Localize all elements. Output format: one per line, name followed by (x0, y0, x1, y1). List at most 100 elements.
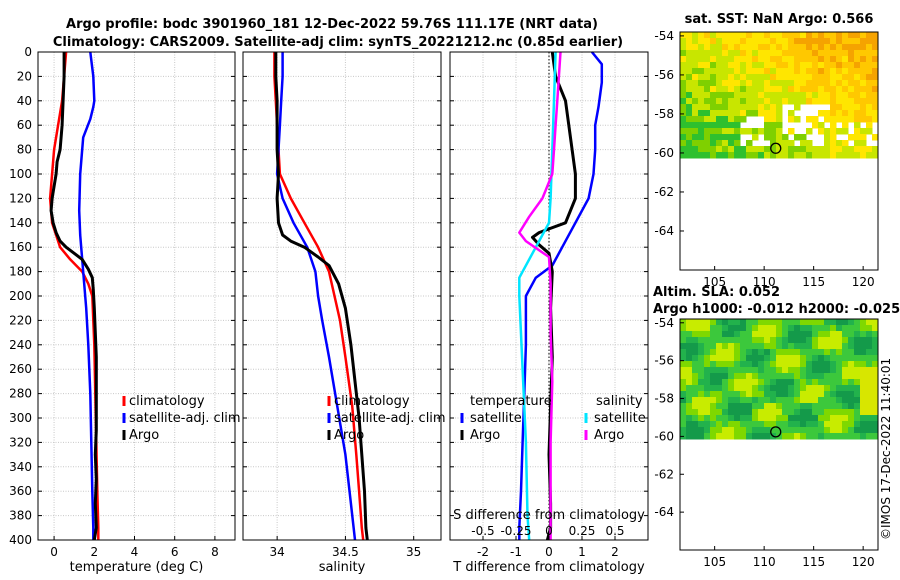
map-cell (746, 391, 753, 398)
map-cell (734, 391, 741, 398)
map-cell (818, 397, 825, 404)
map-cell (806, 146, 813, 153)
legend-title-salinity: salinity (596, 394, 643, 409)
map-cell (692, 116, 699, 123)
map-cell (812, 38, 819, 45)
map-cell (782, 433, 789, 440)
map-cell (818, 433, 825, 440)
map-cell (830, 403, 837, 410)
map-cell (728, 50, 735, 57)
map-cell (842, 433, 849, 440)
map-cell (698, 349, 705, 356)
map-cell (824, 62, 831, 69)
map-cell (680, 110, 687, 117)
map-cell (698, 86, 705, 93)
map-cell (740, 379, 747, 386)
map-cell (722, 349, 729, 356)
map-x-tick-label: 115 (802, 275, 825, 289)
map-cell (752, 349, 759, 356)
map-cell (866, 116, 873, 123)
map-cell (824, 391, 831, 398)
map-cell (692, 415, 699, 422)
map-cell (770, 32, 777, 39)
map-cell (722, 116, 729, 123)
map-cell (830, 44, 837, 51)
map-cell (842, 397, 849, 404)
map-cell (770, 74, 777, 81)
map-cell (734, 349, 741, 356)
map-cell (680, 397, 687, 404)
map-cell (800, 62, 807, 69)
map-cell (722, 433, 729, 440)
map-cell (734, 421, 741, 428)
map-cell (716, 409, 723, 416)
map-cell (782, 50, 789, 57)
map-cell (716, 110, 723, 117)
map-cell (734, 325, 741, 332)
map-cell (854, 110, 861, 117)
map-cell (818, 44, 825, 51)
map-cell (764, 50, 771, 57)
map-cell (692, 50, 699, 57)
map-cell (842, 38, 849, 45)
map-cell (836, 68, 843, 75)
secondary-x-tick-label: 0.25 (569, 524, 596, 538)
map-cell (734, 128, 741, 135)
map-cell (830, 38, 837, 45)
map-cell (686, 122, 693, 129)
map-cell (806, 68, 813, 75)
map-cell (800, 86, 807, 93)
map-cell (854, 361, 861, 368)
map-cell (860, 128, 867, 135)
map-cell (758, 86, 765, 93)
series-line-temperature-satellite (518, 51, 604, 540)
map-cell (770, 98, 777, 105)
map-cell (722, 415, 729, 422)
legend-label: satellite-adj. clim (129, 411, 241, 426)
map-cell (686, 397, 693, 404)
map-y-tick-label: -56 (654, 68, 674, 82)
map-cell (776, 373, 783, 380)
map-cell (854, 92, 861, 99)
map-cell (752, 361, 759, 368)
map-cell (680, 116, 687, 123)
map-cell (818, 152, 825, 159)
map-cell (710, 325, 717, 332)
map-cell (764, 116, 771, 123)
map-cell (764, 433, 771, 440)
map-cell (728, 355, 735, 362)
map-cell (872, 86, 878, 93)
map-cell (800, 319, 807, 326)
map-cell (818, 427, 825, 434)
map-cell (806, 397, 813, 404)
map-cell (806, 343, 813, 350)
map-cell (764, 86, 771, 93)
map-cell (800, 373, 807, 380)
map-cell (830, 331, 837, 338)
map-cell (824, 325, 831, 332)
map-cell (686, 128, 693, 135)
map-cell (722, 44, 729, 51)
series-line-argo (274, 52, 369, 541)
map-cell (722, 146, 729, 153)
map-cell (698, 319, 705, 326)
map-cell (776, 32, 783, 39)
map-cell (728, 433, 735, 440)
map-cell (728, 74, 735, 81)
map-cell (830, 367, 837, 374)
map-cell (854, 68, 861, 75)
map-cell (776, 50, 783, 57)
map-cell (788, 379, 795, 386)
map-cell (704, 433, 711, 440)
map-cell (848, 134, 855, 141)
map-cell (812, 409, 819, 416)
map-cell (818, 367, 825, 374)
map-cell (866, 415, 873, 422)
map-cell (830, 74, 837, 81)
map-cell (686, 361, 693, 368)
map-cell (872, 373, 878, 380)
map-cell (806, 56, 813, 63)
map-cell (842, 373, 849, 380)
map-cell (836, 44, 843, 51)
map-cell (866, 92, 873, 99)
